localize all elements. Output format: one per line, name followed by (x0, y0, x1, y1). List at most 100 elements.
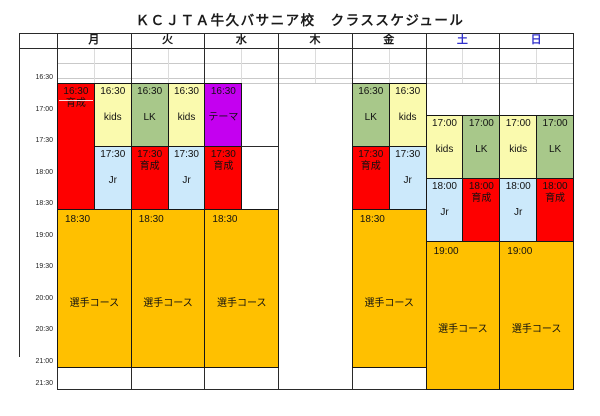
class-block-kids: 16:30 kids (388, 83, 427, 147)
class-block-players-course: 18:30 選手コース (351, 209, 427, 368)
class-start-time: 18:30 (212, 214, 238, 225)
grid-line (315, 48, 316, 83)
day-header-4: 木 (309, 34, 321, 46)
cell-border-line (241, 146, 279, 147)
page-title: ＫＣＪＴＡ牛久バサニア校 クラススケジュール (135, 13, 465, 28)
class-start-time: 16:30 (210, 86, 236, 97)
class-start-time: 17:00 (468, 117, 494, 129)
day-header-6: 土 (456, 34, 468, 46)
class-block-jr: 18:00 Jr (425, 177, 464, 242)
class-name: 選手コース (217, 297, 267, 309)
class-block-jr: 17:30 Jr (388, 146, 427, 210)
day-header-2: 火 (162, 34, 174, 46)
class-block-ikusei: 17:30 育成 (351, 146, 390, 210)
class-block-lk: 16:30 LK (130, 83, 169, 147)
class-start-time: 17:00 (505, 117, 531, 129)
class-block-players-course: 19:00 選手コース (425, 240, 501, 390)
class-start-time: 17:30 (395, 149, 421, 160)
class-block-kids: 16:30 kids (93, 83, 132, 147)
class-start-time: 16:30 (173, 86, 199, 97)
grid-line (57, 83, 573, 84)
class-name: 選手コース (143, 297, 193, 309)
class-start-time: 18:00 (431, 180, 457, 192)
class-start-time: 16:30 (395, 86, 421, 97)
time-label-17-00: 17:00 (35, 105, 53, 113)
class-block-jr: 17:30 Jr (167, 146, 206, 210)
class-name: kids (509, 143, 528, 155)
class-name: テーマ (208, 112, 239, 124)
class-block-players-course: 18:30 選手コース (204, 209, 280, 368)
class-name: Jr (182, 175, 191, 187)
class-name: LK (548, 143, 562, 155)
class-name: 選手コース (438, 324, 488, 335)
table-bottom-border (57, 389, 573, 390)
class-start-time: 18:00 (542, 180, 568, 192)
class-name: 選手コース (69, 297, 120, 309)
class-block-jr: 17:30 Jr (93, 146, 132, 210)
class-block-lk: 16:30 LK (351, 83, 390, 147)
class-start-time: 19:00 (507, 245, 533, 257)
class-block-lk: 17:00 LK (462, 114, 501, 179)
class-block-theme: 16:30 テーマ (204, 83, 243, 147)
day-header-3: 水 (235, 34, 247, 46)
class-name: kids (103, 112, 122, 124)
table-top-border (19, 33, 573, 34)
class-block-kids: 17:00 kids (425, 114, 464, 179)
class-start-time: 17:00 (431, 117, 457, 129)
class-block-kids: 17:00 kids (499, 114, 538, 179)
time-label-16-30: 16:30 (35, 74, 53, 81)
time-label-20-30: 20:30 (35, 326, 53, 333)
class-start-time: 18:00 (468, 180, 494, 192)
grid-line (462, 48, 464, 83)
day-header-7: 日 (530, 34, 542, 46)
class-name: kids (398, 112, 417, 124)
class-name: 育成 (65, 98, 86, 109)
class-name: 育成 (139, 161, 160, 172)
class-name: LK (364, 112, 377, 124)
class-start-time: 16:30 (358, 86, 384, 97)
cell-divider (59, 100, 93, 101)
time-label-21-30: 21:30 (35, 380, 53, 387)
class-start-time: 17:30 (358, 149, 384, 160)
class-start-time: 18:30 (359, 214, 385, 225)
class-name: 選手コース (511, 324, 562, 335)
grid-line (536, 48, 538, 83)
class-start-time: 17:30 (100, 149, 126, 160)
class-name: kids (177, 112, 196, 124)
class-start-time: 17:30 (210, 149, 236, 160)
class-start-time: 18:30 (65, 214, 91, 225)
class-start-time: 17:00 (542, 117, 568, 129)
time-label-18-00: 18:00 (35, 168, 53, 176)
class-name: Jr (514, 206, 523, 218)
class-name: 育成 (213, 161, 234, 172)
class-name: kids (435, 143, 454, 155)
class-start-time: 16:30 (137, 86, 163, 97)
class-start-time: 17:30 (173, 149, 199, 160)
class-start-time: 16:30 (100, 86, 126, 97)
class-name: Jr (440, 206, 449, 218)
class-name: Jr (108, 175, 117, 187)
time-label-18-30: 18:30 (35, 200, 53, 207)
class-block-ikusei: 17:30 育成 (204, 146, 243, 210)
time-label-17-30: 17:30 (35, 137, 53, 144)
class-block-players-course: 19:00 選手コース (499, 240, 574, 390)
time-label-19-00: 19:00 (35, 231, 53, 239)
class-block-ikusei: 18:00 育成 (462, 177, 501, 242)
class-start-time: 19:00 (433, 245, 459, 257)
class-name: LK (475, 143, 488, 155)
table-left-border (19, 33, 20, 357)
class-name: 育成 (360, 161, 381, 172)
class-block-ikusei: 18:00 育成 (536, 177, 574, 242)
class-block-players-course: 18:30 選手コース (130, 209, 206, 368)
class-block-lk: 17:00 LK (536, 114, 574, 179)
grid-line (241, 48, 243, 83)
header-bottom-border (19, 48, 573, 49)
time-label-19-30: 19:30 (35, 263, 53, 270)
class-block-kids: 16:30 kids (167, 83, 206, 147)
class-start-time: 18:30 (138, 214, 164, 225)
class-block-jr: 18:00 Jr (499, 177, 538, 242)
class-start-time: 18:00 (505, 180, 531, 192)
class-block-ikusei: 17:30 育成 (130, 146, 169, 210)
class-name: 選手コース (364, 297, 414, 309)
